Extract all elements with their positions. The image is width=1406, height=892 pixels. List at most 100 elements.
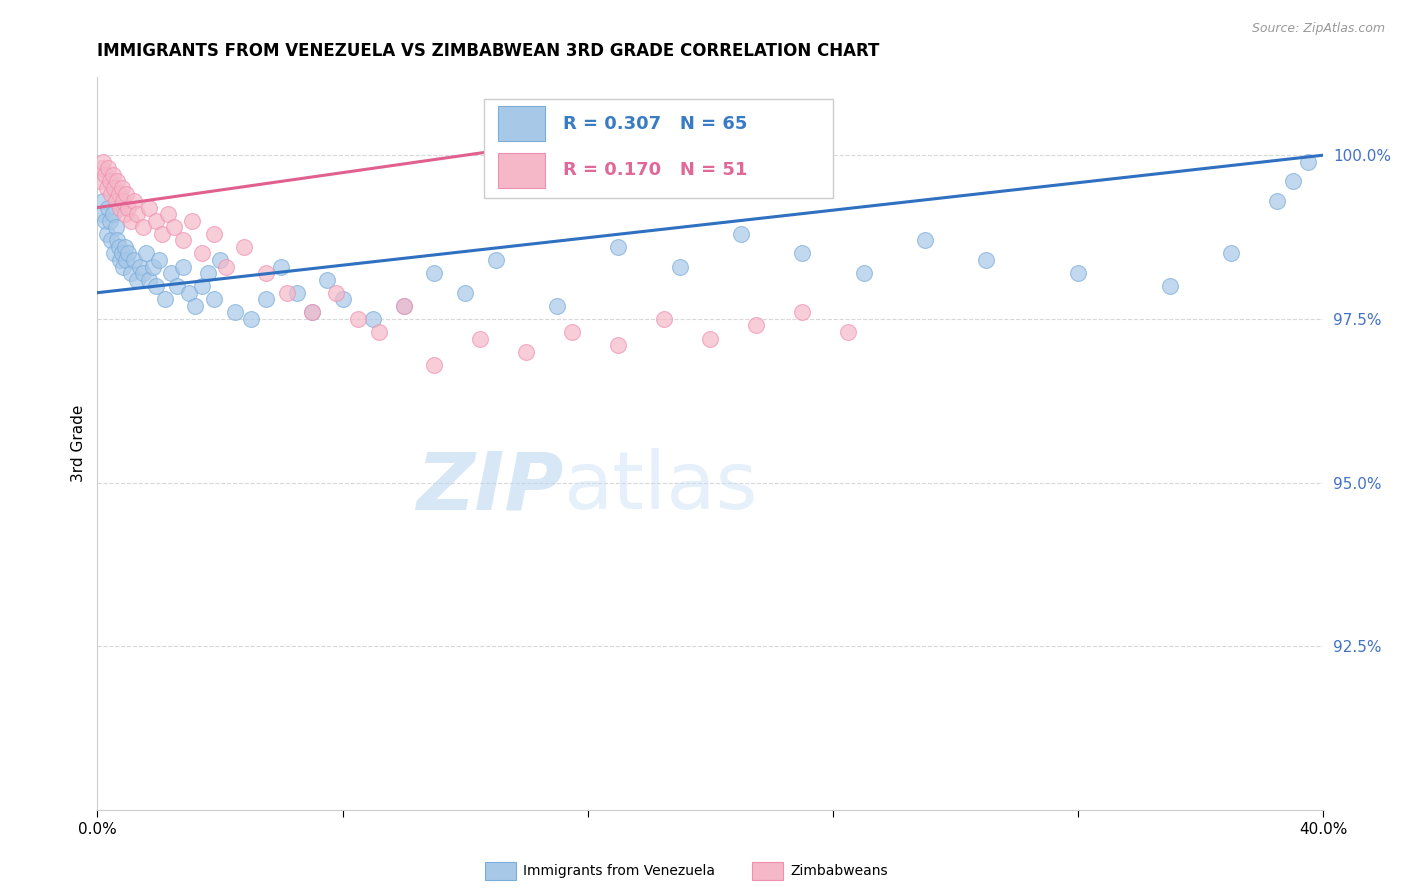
Point (202, 227, 225, 241)
Point (368, 325, 391, 339)
Text: Zimbabweans: Zimbabweans (790, 863, 887, 878)
Point (837, 325, 859, 339)
Point (233, 240, 256, 254)
Point (138, 201, 160, 215)
Point (361, 312, 384, 326)
Point (745, 318, 768, 333)
Point (974, 252, 997, 267)
Point (423, 358, 446, 372)
FancyBboxPatch shape (498, 106, 544, 141)
Point (730, 227, 752, 241)
Point (852, 266, 875, 280)
Text: Source: ZipAtlas.com: Source: ZipAtlas.com (1251, 22, 1385, 36)
Point (160, 266, 183, 280)
Text: R = 0.170   N = 51: R = 0.170 N = 51 (564, 161, 748, 179)
Point (98, 174, 121, 188)
Point (607, 338, 630, 352)
Point (1159, 279, 1181, 293)
Point (316, 272, 339, 286)
Point (100, 233, 122, 247)
Point (103, 246, 125, 260)
Point (423, 266, 446, 280)
Point (107, 187, 129, 202)
Point (699, 332, 721, 346)
Point (110, 201, 132, 215)
Point (115, 187, 138, 202)
Point (110, 252, 132, 267)
Point (93, 194, 115, 208)
Point (104, 194, 127, 208)
Point (156, 207, 179, 221)
Point (91, 207, 114, 221)
Point (179, 285, 201, 300)
Point (105, 233, 128, 247)
Point (668, 260, 690, 274)
Point (145, 279, 167, 293)
Point (112, 194, 135, 208)
Point (101, 207, 124, 221)
Point (239, 312, 262, 326)
Point (112, 260, 135, 274)
Point (101, 168, 124, 182)
Point (454, 285, 477, 300)
Point (132, 220, 155, 235)
Point (115, 252, 138, 267)
Point (97, 161, 120, 176)
Point (96, 227, 118, 241)
Y-axis label: 3rd Grade: 3rd Grade (72, 405, 86, 482)
Point (392, 299, 415, 313)
Point (103, 181, 125, 195)
Point (94, 168, 117, 182)
Point (546, 299, 568, 313)
Point (145, 213, 167, 227)
Point (485, 252, 508, 267)
Point (254, 292, 277, 306)
Point (120, 213, 142, 227)
Point (100, 187, 122, 202)
Point (1067, 266, 1090, 280)
Point (215, 260, 238, 274)
Point (122, 252, 145, 267)
Point (148, 252, 170, 267)
Point (325, 285, 347, 300)
Point (561, 325, 583, 339)
Point (254, 266, 277, 280)
Point (1281, 174, 1303, 188)
Point (470, 332, 492, 346)
Point (163, 220, 186, 235)
Point (129, 260, 152, 274)
Point (392, 299, 415, 313)
Point (1296, 154, 1319, 169)
Point (98, 213, 121, 227)
Point (117, 246, 139, 260)
Point (270, 260, 292, 274)
Point (120, 266, 142, 280)
Point (792, 246, 814, 260)
Text: ZIP: ZIP (416, 449, 564, 526)
Point (104, 220, 127, 235)
Point (97, 201, 120, 215)
Text: atlas: atlas (564, 449, 758, 526)
Point (172, 233, 194, 247)
Point (94, 213, 117, 227)
Point (1220, 246, 1243, 260)
Point (654, 312, 676, 326)
Point (172, 260, 194, 274)
FancyBboxPatch shape (484, 99, 832, 198)
FancyBboxPatch shape (498, 153, 544, 187)
Point (190, 279, 212, 293)
Point (301, 305, 323, 319)
Point (184, 299, 207, 313)
Point (792, 305, 814, 319)
Point (96, 181, 118, 195)
Point (166, 279, 188, 293)
Point (914, 233, 936, 247)
Point (111, 181, 134, 195)
Point (202, 292, 225, 306)
Point (1265, 194, 1288, 208)
Point (111, 246, 134, 260)
Point (276, 285, 298, 300)
Point (153, 292, 176, 306)
Point (114, 240, 136, 254)
Point (197, 266, 219, 280)
